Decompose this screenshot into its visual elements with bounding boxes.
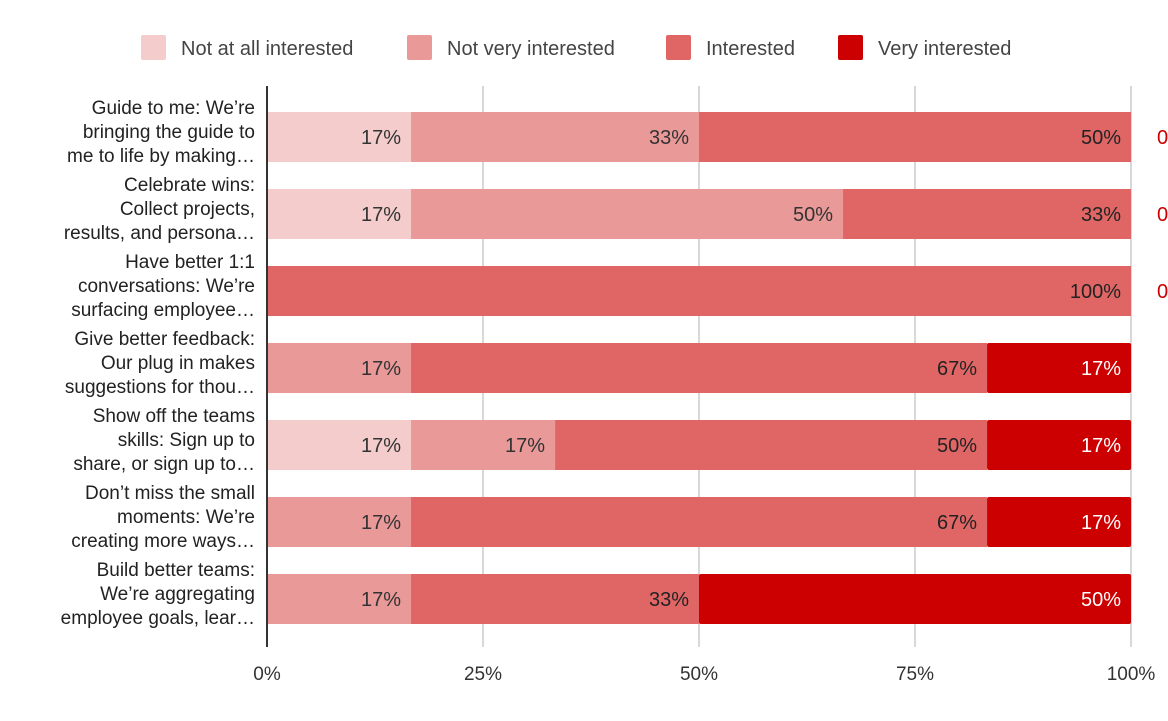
bar-label-3-4: 0 (1157, 281, 1168, 303)
bar-7-2 (267, 574, 412, 624)
x-tick-3: 50% (680, 664, 718, 685)
bar-label-5-1: 17% (361, 435, 401, 457)
bar-label-7-3: 33% (649, 589, 689, 611)
bar-label-2-1: 17% (361, 204, 401, 226)
bar-1-1 (267, 112, 412, 162)
bar-2-1 (267, 189, 412, 239)
category-label-4-line-2: Our plug in makes (101, 353, 255, 374)
bar-7-3 (411, 574, 699, 624)
bar-2-3 (843, 189, 1131, 239)
category-label-4-line-1: Give better feedback: (74, 329, 255, 350)
category-label-6-line-3: creating more ways… (71, 531, 255, 552)
bar-6-4 (987, 497, 1132, 547)
legend-label-4: Very interested (878, 38, 1011, 60)
bar-label-2-2: 50% (793, 204, 833, 226)
category-labels: Guide to me: We’re bringing the guide to m… (61, 98, 255, 629)
bar-label-1-3: 50% (1081, 127, 1121, 149)
legend-label-2: Not very interested (447, 38, 615, 60)
bar-3-3 (267, 266, 1131, 316)
category-label-7-line-2: We’re aggregating (100, 584, 255, 605)
bar-label-6-3: 67% (937, 512, 977, 534)
bar-7-4 (699, 574, 1131, 624)
bar-label-1-1: 17% (361, 127, 401, 149)
bar-6-2 (267, 497, 412, 547)
bar-5-4 (987, 420, 1132, 470)
category-label-1-line-2: bringing the guide to (83, 122, 255, 143)
bar-label-1-2: 33% (649, 127, 689, 149)
bar-label-2-3: 33% (1081, 204, 1121, 226)
bars: 17%33%50%017%50%33%00%0%100%00%17%67%17%… (267, 112, 1168, 624)
bar-label-1-4: 0 (1157, 127, 1168, 149)
category-label-2-line-2: Collect projects, (120, 199, 255, 220)
bar-label-5-4: 17% (1081, 435, 1121, 457)
category-label-3-line-3: surfacing employee… (71, 300, 255, 321)
legend-swatch-4 (838, 35, 863, 60)
bar-label-2-4: 0 (1157, 204, 1168, 226)
bar-4-4 (987, 343, 1132, 393)
bar-label-4-4: 17% (1081, 358, 1121, 380)
bar-5-2 (411, 420, 556, 470)
x-axis-ticks: 0% 25% 50% 75% 100% (253, 664, 1155, 685)
category-label-6-line-1: Don’t miss the small (85, 483, 255, 504)
bar-1-3 (699, 112, 1131, 162)
bar-label-5-3: 50% (937, 435, 977, 457)
category-label-6-line-2: moments: We’re (117, 507, 255, 528)
bar-6-3 (411, 497, 988, 547)
category-label-5-line-1: Show off the teams (93, 406, 255, 427)
category-label-3-line-2: conversations: We’re (78, 276, 255, 297)
bar-label-7-4: 50% (1081, 589, 1121, 611)
bar-label-6-4: 17% (1081, 512, 1121, 534)
legend-label-1: Not at all interested (181, 38, 353, 60)
bar-1-2 (411, 112, 699, 162)
bar-label-4-3: 67% (937, 358, 977, 380)
bar-label-5-2: 17% (505, 435, 545, 457)
category-label-7-line-3: employee goals, lear… (61, 608, 255, 629)
x-tick-2: 25% (464, 664, 502, 685)
legend-label-3: Interested (706, 38, 795, 60)
bar-label-7-2: 17% (361, 589, 401, 611)
bar-label-4-2: 17% (361, 358, 401, 380)
legend-swatch-1 (141, 35, 166, 60)
bar-label-3-3: 100% (1070, 281, 1121, 303)
category-label-5-line-2: skills: Sign up to (118, 430, 255, 451)
legend-swatch-3 (666, 35, 691, 60)
category-label-5-line-3: share, or sign up to… (73, 454, 255, 475)
legend-swatch-2 (407, 35, 432, 60)
bar-5-3 (555, 420, 988, 470)
x-tick-1: 0% (253, 664, 281, 685)
bar-2-2 (411, 189, 844, 239)
category-label-2-line-1: Celebrate wins: (124, 175, 255, 196)
bar-4-2 (267, 343, 412, 393)
category-label-1-line-3: me to life by making… (67, 146, 255, 167)
category-label-7-line-1: Build better teams: (97, 560, 255, 581)
bar-5-1 (267, 420, 412, 470)
bar-label-6-2: 17% (361, 512, 401, 534)
legend: Not at all interested Not very interested… (141, 35, 1011, 60)
bar-4-3 (411, 343, 988, 393)
category-label-1-line-1: Guide to me: We’re (92, 98, 255, 119)
x-tick-5: 100% (1107, 664, 1156, 685)
category-label-4-line-3: suggestions for thou… (65, 377, 255, 398)
category-label-2-line-3: results, and persona… (64, 223, 255, 244)
category-label-3-line-1: Have better 1:1 (125, 252, 255, 273)
x-tick-4: 75% (896, 664, 934, 685)
